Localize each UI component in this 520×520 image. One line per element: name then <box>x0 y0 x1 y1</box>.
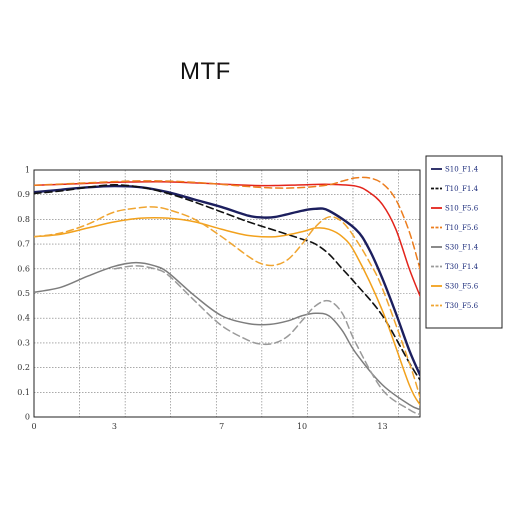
series-line-t10-f5-6 <box>34 176 420 270</box>
series-line-s10-f1-4 <box>34 184 420 377</box>
axis-ticks: 00.10.20.30.40.50.60.70.80.910 3 7 10 13 <box>17 166 387 432</box>
y-tick-label: 0.4 <box>17 314 30 323</box>
legend-label: S10_F5.6 <box>445 205 479 213</box>
series-line-s30-f5-6 <box>34 216 420 406</box>
x-tick-label: 13 <box>377 422 387 431</box>
legend-label: T30_F5.6 <box>445 302 479 310</box>
legend-label: S30_F1.4 <box>445 244 479 252</box>
series-line-t30-f1-4 <box>113 265 420 416</box>
legend-box <box>425 155 503 329</box>
x-tick-label: 3 <box>112 422 117 431</box>
legend-label: S10_F1.4 <box>445 166 479 174</box>
series-line-s30-f1-4 <box>34 261 420 411</box>
x-tick-label: 10 <box>297 422 307 431</box>
chart-title: MTF <box>180 58 231 85</box>
series-lines <box>34 176 420 416</box>
y-tick-label: 0 <box>25 413 30 422</box>
legend: S10_F1.4 T10_F1.4 S10_F5.6 T10_F5.6 S30_F1.4… <box>425 155 503 329</box>
plot-frame <box>33 169 421 418</box>
legend-label: T30_F1.4 <box>445 263 479 271</box>
series-line-t10-f1-4 <box>34 184 420 381</box>
y-tick-label: 0.8 <box>17 215 30 224</box>
y-tick-label: 0.9 <box>17 190 30 199</box>
x-tick-label: 7 <box>219 422 224 431</box>
y-tick-label: 0.5 <box>17 289 30 298</box>
y-tick-label: 1 <box>25 166 30 175</box>
legend-label: T10_F5.6 <box>445 224 479 232</box>
y-tick-label: 0.1 <box>17 388 30 397</box>
series-line-t30-f5-6 <box>34 206 420 398</box>
y-tick-label: 0.7 <box>17 240 30 249</box>
x-tick-label: 0 <box>31 422 36 431</box>
y-tick-label: 0.3 <box>17 338 30 347</box>
y-tick-label: 0.6 <box>17 264 30 273</box>
legend-label: S30_F5.6 <box>445 283 479 291</box>
legend-label: T10_F1.4 <box>445 185 479 193</box>
grid <box>34 170 420 417</box>
y-tick-label: 0.2 <box>17 363 30 372</box>
